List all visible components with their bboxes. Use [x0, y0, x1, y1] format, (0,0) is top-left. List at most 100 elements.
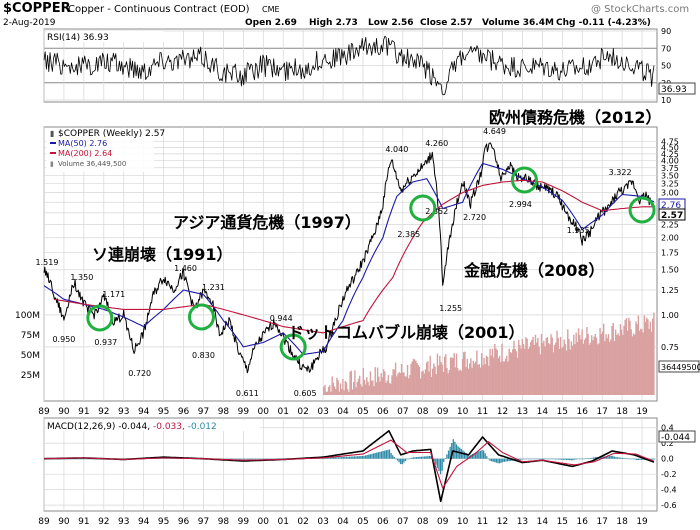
volume-bar — [546, 337, 549, 395]
macd-hist-bar — [415, 457, 418, 459]
rsi-tick-70: 70 — [661, 44, 671, 53]
volume-bar — [458, 370, 460, 395]
volume-bar — [375, 382, 378, 395]
x-label-13: 13 — [517, 407, 528, 417]
volume-bar — [513, 340, 515, 395]
macd-hist-bar — [379, 451, 381, 459]
macd-hist-bar — [613, 456, 616, 459]
volume-bar — [641, 329, 643, 395]
macd-hist-bar — [452, 439, 454, 459]
legend-ma50: MA(50) 2.76 — [58, 139, 107, 148]
macd-hist-bar — [444, 458, 446, 459]
volume-bar — [589, 342, 592, 395]
legend-price: $COPPER (Weekly) 2.57 — [58, 129, 165, 139]
volume-bar — [643, 315, 646, 395]
macd-hist-bar — [650, 458, 652, 460]
macd-hist-bar — [580, 458, 582, 460]
price-tick-4.25: 4.25 — [661, 150, 679, 159]
x-label-bottom-94: 94 — [138, 517, 150, 527]
price-label-0.605: 0.605 — [294, 389, 317, 398]
volume-bar — [341, 388, 343, 395]
price-tick-1.25: 1.25 — [661, 286, 679, 295]
macd-hist-bar — [451, 443, 453, 459]
volume-bar — [521, 339, 524, 395]
volume-bar — [428, 371, 430, 395]
volume-bar — [472, 360, 475, 395]
volume-bar — [380, 373, 382, 395]
macd-hist-bar — [423, 456, 426, 459]
x-label-11: 11 — [477, 407, 488, 417]
volume-bar — [563, 339, 565, 395]
symbol-title: $COPPER — [3, 1, 71, 16]
macd-hist-bar — [341, 457, 343, 459]
volume-bar — [602, 323, 605, 395]
macd-label-hist: -0.012 — [188, 422, 217, 432]
volume-bar — [541, 343, 544, 395]
x-label-16: 16 — [577, 407, 589, 417]
legend-ma200: MA(200) 2.64 — [58, 149, 112, 158]
volume-bar — [378, 376, 380, 395]
x-label-04: 04 — [337, 407, 349, 417]
volume-bar — [575, 332, 577, 395]
macd-label-macd: -0.044, — [118, 422, 150, 432]
volume-bar — [448, 370, 451, 395]
x-label-bottom-17: 17 — [596, 517, 607, 527]
volume-bar — [335, 389, 337, 395]
volume-bar — [412, 358, 415, 395]
x-label-05: 05 — [357, 407, 368, 417]
x-label-bottom-92: 92 — [98, 517, 109, 527]
macd-hist-bar — [508, 458, 510, 462]
price-tick-1.50: 1.50 — [661, 266, 679, 275]
macd-hist-bar — [551, 458, 553, 460]
macd-hist-bar — [540, 458, 542, 460]
macd-hist-bar — [631, 458, 633, 460]
macd-hist-bar — [376, 452, 378, 459]
volume-bar — [625, 318, 628, 395]
macd-hist-bar — [229, 458, 231, 460]
volume-bar — [630, 329, 632, 395]
volume-bar — [435, 374, 437, 395]
change-value: Chg -0.11 (-4.23%) — [556, 18, 651, 28]
macd-hist-bar — [467, 454, 469, 459]
macd-hist-bar — [347, 456, 349, 459]
volume-bar — [532, 336, 534, 395]
macd-hist-bar — [393, 457, 395, 459]
macd-hist-bar — [543, 458, 545, 460]
macd-hist-bar — [583, 458, 585, 460]
macd-hist-bar — [589, 457, 592, 459]
volume-bar — [354, 370, 356, 395]
volume-bar — [413, 359, 416, 395]
macd-hist-bar — [567, 458, 569, 461]
volume-bar — [419, 378, 422, 395]
volume-bar — [622, 334, 624, 395]
macd-hist-bar — [384, 450, 386, 459]
price-label-4.040: 4.040 — [385, 145, 408, 154]
macd-hist-bar — [621, 457, 624, 459]
annotation-financial-crisis: 金融危機（2008） — [463, 261, 605, 280]
x-label-92: 92 — [98, 407, 109, 417]
rsi-label-box — [46, 31, 164, 42]
macd-hist-bar — [334, 457, 336, 459]
macd-hist-bar — [637, 458, 639, 460]
volume-bar — [457, 368, 459, 395]
event-circles — [86, 166, 656, 361]
event-circle — [409, 194, 437, 222]
volume-bar — [634, 334, 636, 395]
volume-bar — [599, 327, 601, 395]
volume-bar — [595, 337, 598, 395]
volume-bar — [384, 371, 386, 395]
open-value: Open 2.69 — [245, 18, 297, 28]
volume-bar — [607, 334, 610, 395]
x-label-bottom-97: 97 — [198, 517, 209, 527]
volume-bar — [476, 350, 478, 395]
volume-bar — [411, 361, 414, 395]
volume-bar — [515, 351, 518, 395]
current-ma-value: 2.76 — [661, 201, 681, 211]
x-label-10: 10 — [457, 407, 469, 417]
macd-hist-bar — [333, 457, 335, 459]
volume-bar — [500, 361, 502, 395]
volume-bar — [421, 371, 423, 395]
macd-hist-bar — [79, 458, 81, 460]
volume-bar — [637, 315, 640, 395]
macd-hist-bar — [226, 458, 228, 460]
